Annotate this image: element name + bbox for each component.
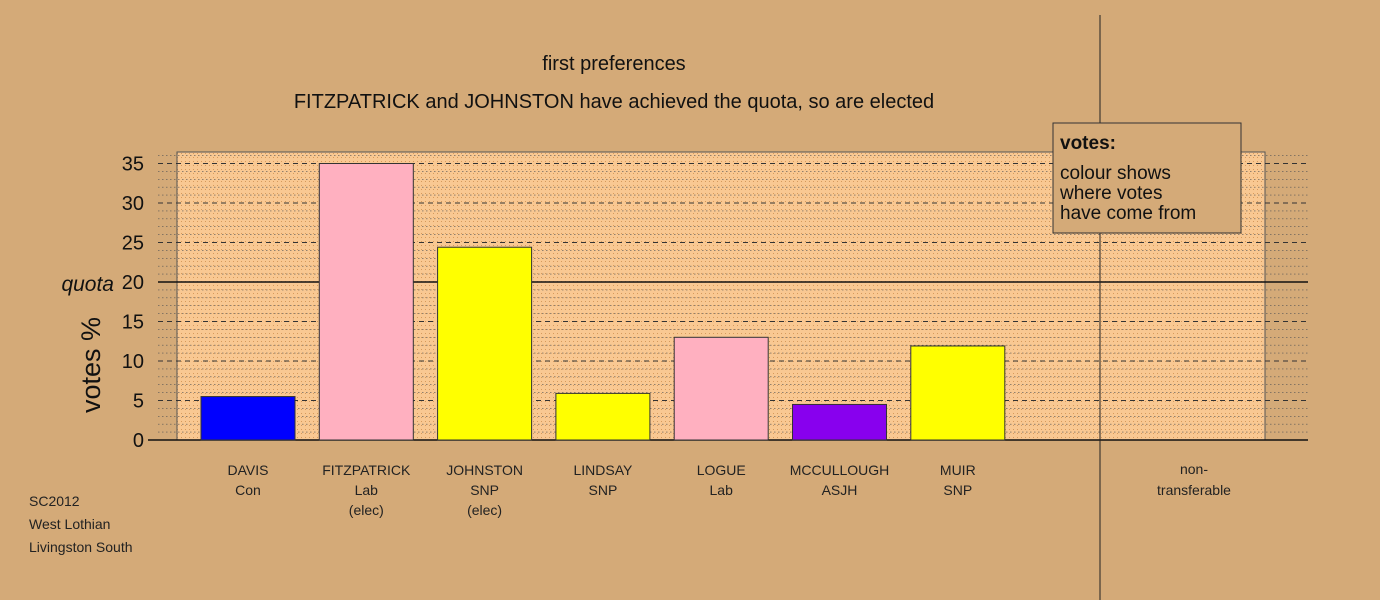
y-tick-label: 15 bbox=[122, 312, 144, 334]
bar-fitzpatrick bbox=[318, 163, 414, 441]
y-tick-label: 35 bbox=[122, 154, 144, 176]
bar-davis bbox=[200, 396, 296, 441]
x-label-johnston: JOHNSTON bbox=[446, 462, 523, 478]
x-label-davis: DAVIS bbox=[228, 462, 269, 478]
nontransferable-label-line2: transferable bbox=[1157, 482, 1231, 498]
x-label-fitzpatrick: FITZPATRICK bbox=[322, 462, 411, 478]
bar-johnston bbox=[437, 246, 533, 441]
x-label-davis: Con bbox=[235, 482, 261, 498]
x-labels: DAVIS Con FITZPATRICK Lab (elec) JOHNSTON SNP (… bbox=[228, 462, 976, 518]
legend-line-1: colour shows bbox=[1060, 163, 1171, 184]
footer: SC2012 West Lothian Livingston South bbox=[29, 490, 133, 559]
y-ticks: 0 5 10 15 20 25 30 35 bbox=[122, 154, 144, 453]
y-tick-label: 30 bbox=[122, 193, 144, 215]
x-label-lindsay: SNP bbox=[589, 482, 618, 498]
bar-logue bbox=[673, 336, 769, 441]
legend-title: votes: bbox=[1060, 133, 1116, 154]
x-label-fitzpatrick: Lab bbox=[355, 482, 379, 498]
legend-line-2: where votes bbox=[1059, 183, 1162, 204]
y-axis-label: votes % bbox=[76, 317, 106, 413]
x-label-muir: SNP bbox=[943, 482, 972, 498]
y-tick-label: 0 bbox=[133, 430, 144, 452]
x-label-lindsay: LINDSAY bbox=[573, 462, 633, 478]
footer-line-2: West Lothian bbox=[29, 516, 111, 532]
bars-layer bbox=[200, 163, 1006, 441]
footer-line-3: Livingston South bbox=[29, 539, 133, 555]
nontransferable-label-line1: non- bbox=[1180, 461, 1208, 477]
bar-lindsay bbox=[555, 392, 651, 441]
y-tick-label: 5 bbox=[133, 391, 144, 413]
x-label-mccullough: ASJH bbox=[822, 482, 858, 498]
chart-subtitle: FITZPATRICK and JOHNSTON have achieved t… bbox=[294, 91, 934, 113]
x-label-mccullough: MCCULLOUGH bbox=[790, 462, 890, 478]
y-tick-label: 20 bbox=[122, 272, 144, 294]
bar-mccullough bbox=[792, 403, 887, 441]
footer-line-1: SC2012 bbox=[29, 493, 80, 509]
x-label-logue: Lab bbox=[710, 482, 734, 498]
chart-title: first preferences bbox=[542, 53, 685, 75]
x-label-logue: LOGUE bbox=[697, 462, 746, 478]
x-label-johnston: (elec) bbox=[467, 502, 502, 518]
x-label-muir: MUIR bbox=[940, 462, 976, 478]
legend-line-3: have come from bbox=[1060, 203, 1196, 224]
y-tick-label: 25 bbox=[122, 233, 144, 255]
legend-box bbox=[1052, 122, 1242, 234]
y-tick-label: 10 bbox=[122, 351, 144, 373]
x-label-johnston: SNP bbox=[470, 482, 499, 498]
legend: votes: colour shows where votes have com… bbox=[1052, 122, 1242, 234]
quota-label: quota bbox=[61, 273, 114, 296]
x-label-fitzpatrick: (elec) bbox=[349, 502, 384, 518]
bar-muir bbox=[910, 345, 1006, 441]
